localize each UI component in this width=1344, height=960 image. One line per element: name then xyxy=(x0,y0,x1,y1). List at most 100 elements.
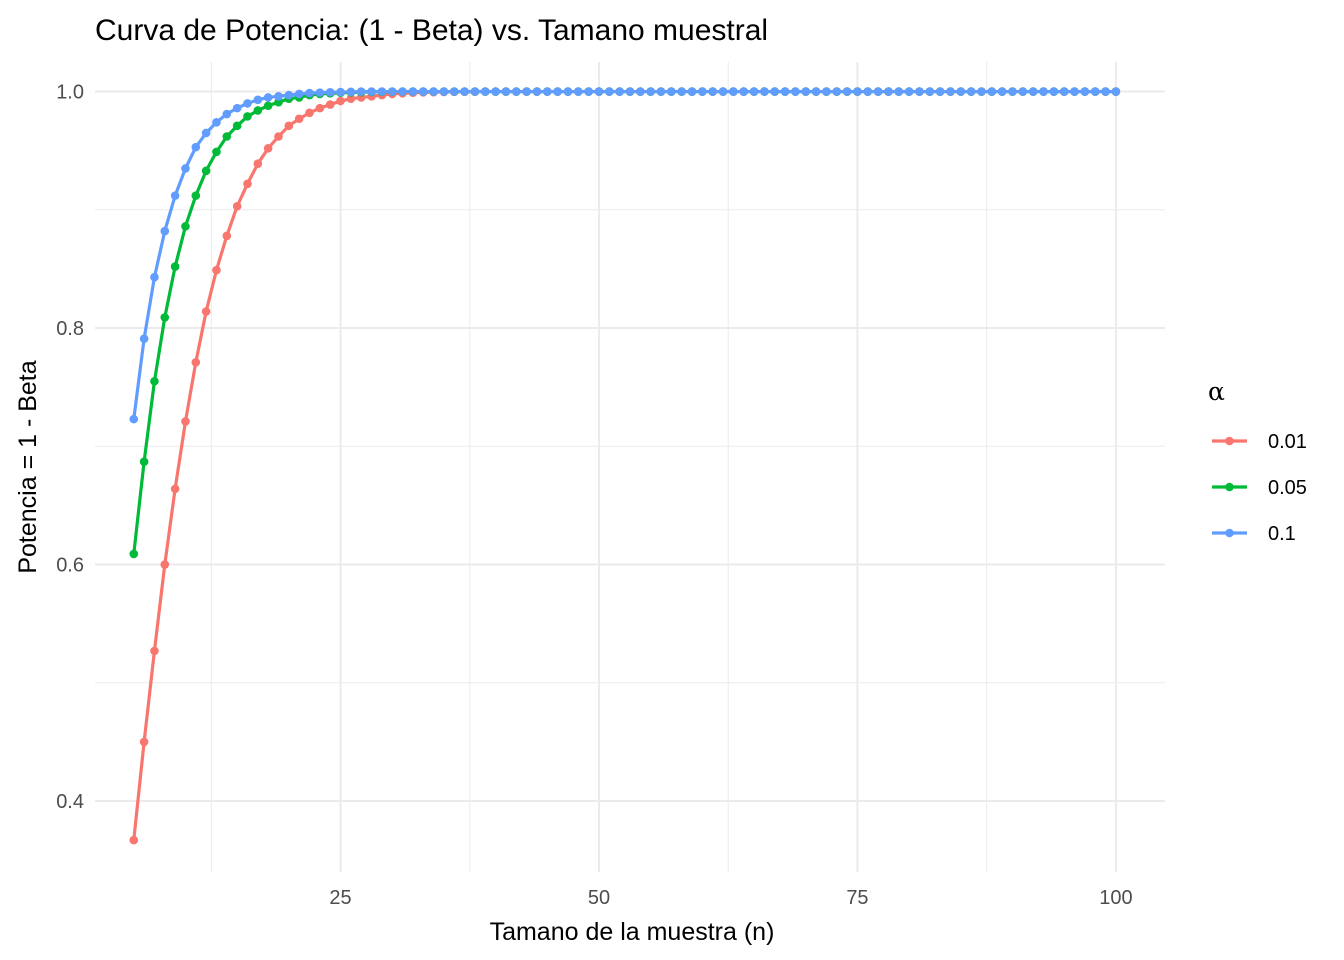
data-point xyxy=(253,159,263,168)
data-point xyxy=(501,87,511,96)
data-point xyxy=(346,94,356,103)
data-point xyxy=(1039,87,1048,96)
legend-key-point xyxy=(1225,436,1234,446)
data-point xyxy=(243,99,252,108)
data-point xyxy=(791,87,800,96)
data-point xyxy=(150,646,159,656)
data-point xyxy=(201,128,211,138)
data-point xyxy=(160,226,170,236)
data-point xyxy=(470,87,480,96)
data-point xyxy=(201,307,211,316)
data-point xyxy=(377,87,387,96)
x-axis-title: Tamano de la muestra (n) xyxy=(490,918,775,946)
data-point xyxy=(842,87,852,96)
data-point xyxy=(718,87,728,96)
chart-title: Curva de Potencia: (1 - Beta) vs. Tamano… xyxy=(95,14,768,47)
x-axis-ticks: 25 50 75 100 xyxy=(329,887,1132,909)
data-point xyxy=(811,87,821,96)
data-point xyxy=(863,87,873,96)
data-point xyxy=(139,737,149,747)
data-point xyxy=(677,87,686,96)
y-tick-label: 0.8 xyxy=(56,318,84,340)
data-point xyxy=(574,87,583,96)
data-point xyxy=(253,95,263,105)
data-point xyxy=(170,484,180,494)
legend-label: 0.1 xyxy=(1268,523,1296,545)
y-tick-label: 0.6 xyxy=(56,555,84,577)
data-point xyxy=(191,142,201,152)
data-point xyxy=(801,87,811,96)
data-point xyxy=(956,87,966,96)
data-point xyxy=(594,87,604,96)
data-point xyxy=(1101,87,1110,96)
legend-label: 0.05 xyxy=(1268,477,1307,499)
data-point xyxy=(780,87,790,96)
data-point xyxy=(398,87,407,96)
y-tick-label: 0.4 xyxy=(56,791,84,813)
data-point xyxy=(1028,87,1038,96)
legend-key-point xyxy=(1225,482,1234,492)
data-point xyxy=(1090,87,1100,96)
data-point xyxy=(336,96,345,106)
data-point xyxy=(1018,87,1028,96)
data-point xyxy=(315,103,325,113)
data-point xyxy=(646,87,655,96)
data-point xyxy=(511,87,521,96)
data-point xyxy=(356,87,366,96)
data-point xyxy=(615,87,624,96)
data-point xyxy=(698,87,707,96)
data-point xyxy=(1070,87,1079,96)
data-point xyxy=(222,132,232,141)
data-point xyxy=(832,87,842,96)
data-point xyxy=(150,272,159,282)
data-point xyxy=(346,87,356,97)
data-point xyxy=(822,87,831,96)
data-point xyxy=(294,114,304,124)
legend-item-0.01: 0.01 xyxy=(1212,431,1307,453)
data-point xyxy=(522,87,531,96)
data-point xyxy=(687,87,697,96)
data-point xyxy=(739,87,749,96)
data-point xyxy=(336,87,345,97)
data-point xyxy=(1080,87,1090,96)
data-point xyxy=(170,191,180,200)
legend-label: 0.01 xyxy=(1268,431,1307,453)
data-point xyxy=(729,87,738,96)
data-point xyxy=(542,87,552,96)
data-point xyxy=(449,87,459,96)
data-point xyxy=(894,87,904,96)
data-point xyxy=(274,132,283,141)
data-point xyxy=(853,87,862,96)
data-point xyxy=(966,87,976,96)
data-point xyxy=(873,87,883,96)
data-point xyxy=(181,417,190,426)
data-point xyxy=(294,89,304,99)
data-point xyxy=(212,118,221,127)
data-point xyxy=(201,166,211,176)
legend-item-0.1: 0.1 xyxy=(1212,523,1296,545)
data-point xyxy=(315,88,325,97)
data-point xyxy=(325,100,335,109)
data-point xyxy=(439,87,449,96)
data-point xyxy=(160,313,170,322)
x-tick-label: 50 xyxy=(588,887,610,909)
legend-key-point xyxy=(1225,528,1234,538)
data-point xyxy=(212,147,221,157)
data-point xyxy=(636,87,645,96)
data-point xyxy=(232,201,242,211)
data-point xyxy=(129,549,139,559)
y-axis-ticks: 0.4 0.6 0.8 1.0 xyxy=(56,82,84,813)
grid-minor xyxy=(95,62,1165,872)
data-point xyxy=(139,334,149,344)
data-point xyxy=(946,87,955,96)
data-point xyxy=(584,87,593,96)
data-point xyxy=(367,87,376,96)
legend: α 0.01 0.05 0.1 xyxy=(1208,377,1307,545)
data-point xyxy=(563,87,573,96)
data-point xyxy=(532,87,542,96)
data-point xyxy=(429,87,438,96)
data-point xyxy=(1059,87,1069,96)
data-point xyxy=(760,87,769,96)
series-layer xyxy=(129,87,1121,845)
